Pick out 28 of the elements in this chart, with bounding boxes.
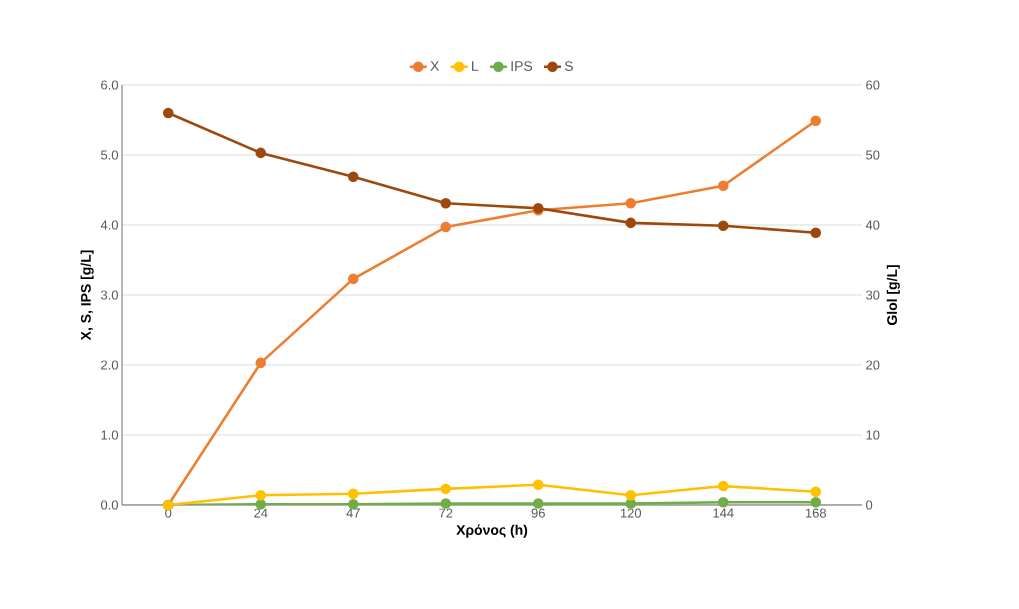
legend-label: IPS bbox=[511, 61, 533, 72]
x-tick-label: 96 bbox=[531, 508, 545, 518]
y-tick-label: 1.0 bbox=[101, 430, 118, 440]
y2-tick-label: 0 bbox=[866, 500, 873, 510]
y2-tick-label: 50 bbox=[866, 150, 880, 160]
y-tick-label: 6.0 bbox=[101, 80, 118, 90]
y-tick-label: 0.0 bbox=[100, 500, 118, 510]
x-axis-title: Χρόνος (h) bbox=[456, 524, 528, 538]
y2-tick-label: 30 bbox=[866, 290, 880, 300]
y-tick-label: 2.0 bbox=[101, 360, 118, 370]
x-tick-label: 120 bbox=[620, 508, 642, 518]
x-tick-label: 144 bbox=[713, 508, 734, 518]
y-axis-title: X, S, IPS [g/L] bbox=[80, 250, 94, 341]
y2-tick-label: 10 bbox=[866, 430, 880, 440]
x-tick-label: 72 bbox=[439, 508, 453, 518]
y-tick-label: 3.0 bbox=[100, 290, 118, 300]
y2-axis-title: Glol [g/L] bbox=[886, 265, 900, 326]
legend-label: X bbox=[430, 61, 440, 71]
legend-label: L bbox=[472, 61, 479, 71]
y2-tick-label: 60 bbox=[866, 80, 880, 90]
x-tick-label: 47 bbox=[346, 508, 360, 518]
y-tick-label: 5.0 bbox=[101, 150, 118, 160]
legend-label: S bbox=[564, 61, 573, 72]
x-tick-label: 24 bbox=[254, 508, 268, 518]
y2-tick-label: 40 bbox=[865, 220, 880, 230]
y2-tick-label: 20 bbox=[866, 360, 880, 370]
x-tick-label: 168 bbox=[805, 508, 826, 518]
y-tick-label: 4.0 bbox=[100, 220, 118, 230]
